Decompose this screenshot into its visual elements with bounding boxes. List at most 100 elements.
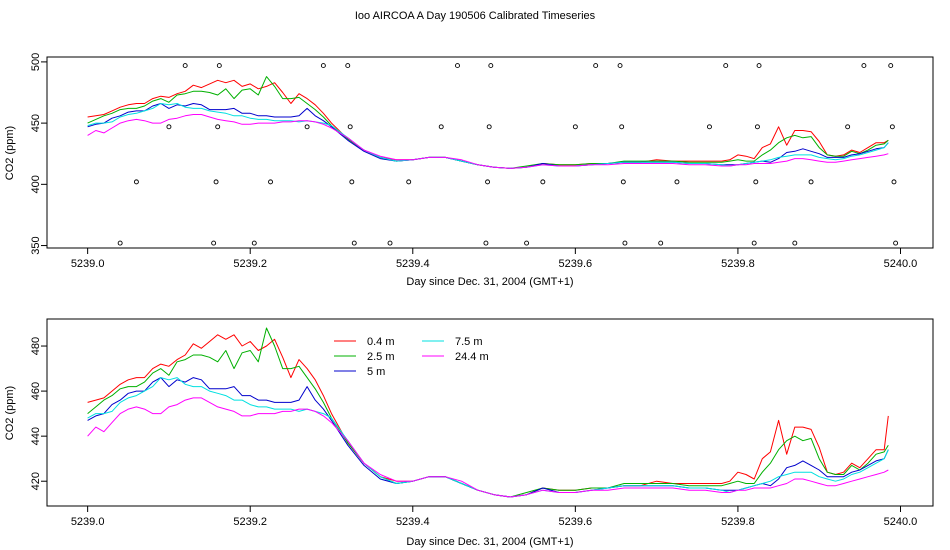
bottom-x-tick-label-2: 5239.4 (396, 516, 430, 528)
bottom-x-tick-label-4: 5239.8 (721, 516, 755, 528)
top-point-16 (387, 240, 393, 246)
top-point-47 (893, 240, 899, 246)
top-point-35 (723, 63, 729, 69)
top-point-11 (320, 63, 326, 69)
top-series-3-line (87, 103, 889, 169)
top-point-28 (617, 63, 623, 69)
top-y-ticks: 350 400 450 500 (30, 53, 47, 255)
top-y-tick-label-3: 500 (30, 53, 42, 71)
top-point-38 (754, 124, 760, 130)
top-point-23 (488, 63, 494, 69)
bottom-y-ticks: 420 440 460 480 (30, 337, 47, 490)
top-point-46 (891, 179, 897, 185)
bottom-y-tick-label-3: 480 (30, 337, 42, 355)
top-point-10 (304, 124, 310, 130)
top-point-7 (216, 63, 222, 69)
top-point-29 (619, 124, 625, 130)
top-point-43 (861, 63, 867, 69)
top-x-axis-label: Day since Dec. 31, 2004 (GMT+1) (406, 276, 573, 288)
top-point-13 (347, 124, 353, 130)
top-x-tick-label-4: 5239.8 (721, 258, 755, 270)
top-point-4 (211, 240, 217, 246)
bottom-series (87, 327, 889, 498)
legend: 0.4 m 2.5 m 5 m 7.5 m 24.4 m (334, 336, 489, 378)
legend-label-2: 5 m (367, 366, 385, 378)
top-point-45 (889, 124, 895, 130)
top-point-20 (483, 240, 489, 246)
top-point-19 (455, 63, 460, 69)
top-point-5 (213, 179, 219, 185)
top-point-27 (593, 63, 599, 69)
legend-item-2: 5 m (334, 366, 385, 378)
bottom-plot-frame (46, 318, 934, 507)
legend-item-1: 2.5 m (334, 351, 395, 363)
top-point-44 (888, 63, 894, 69)
top-point-1 (133, 179, 139, 185)
top-y-tick-label-1: 400 (30, 175, 42, 193)
top-series (87, 76, 889, 169)
bottom-y-tick-label-0: 420 (30, 472, 42, 490)
top-point-9 (268, 179, 273, 185)
bottom-y-tick-label-2: 460 (30, 382, 42, 400)
top-point-8 (251, 240, 257, 246)
legend-item-0: 0.4 m (334, 336, 395, 348)
top-x-tick-label-0: 5239.0 (71, 258, 105, 270)
top-panel: 5239.0 5239.2 5239.4 5239.6 5239.8 5240.0 350… (4, 53, 934, 288)
bottom-y-axis-label: CO2 (ppm) (4, 386, 16, 440)
top-point-41 (808, 179, 814, 185)
legend-item-3: 7.5 m (422, 336, 483, 348)
legend-label-3: 7.5 m (455, 336, 483, 348)
top-points (117, 63, 899, 246)
top-x-ticks: 5239.0 5239.2 5239.4 5239.6 5239.8 5240.0 (71, 248, 918, 270)
top-plot-frame (46, 56, 934, 249)
top-point-42 (845, 124, 851, 130)
bottom-x-axis-label: Day since Dec. 31, 2004 (GMT+1) (406, 536, 573, 548)
top-point-17 (406, 179, 412, 185)
top-point-12 (345, 63, 351, 69)
top-point-2 (166, 124, 172, 130)
bottom-x-tick-label-5: 5240.0 (884, 516, 918, 528)
top-point-40 (792, 240, 798, 246)
top-point-22 (486, 124, 492, 130)
top-series-1-line (87, 76, 889, 169)
top-point-3 (182, 63, 188, 69)
top-point-34 (707, 124, 712, 130)
legend-label-4: 24.4 m (455, 351, 489, 363)
top-point-14 (349, 179, 355, 185)
top-point-32 (658, 240, 664, 246)
top-point-33 (674, 179, 680, 185)
bottom-panel: 5239.0 5239.2 5239.4 5239.6 5239.8 5240.0 420… (4, 318, 934, 548)
top-series-4-line (87, 114, 889, 169)
legend-item-4: 24.4 m (422, 351, 489, 363)
top-point-0 (117, 240, 123, 246)
bottom-x-tick-label-0: 5239.0 (71, 516, 105, 528)
top-x-tick-label-5: 5240.0 (884, 258, 918, 270)
top-x-tick-label-1: 5239.2 (233, 258, 267, 270)
legend-label-1: 2.5 m (367, 351, 395, 363)
top-x-tick-label-3: 5239.6 (559, 258, 593, 270)
bottom-x-tick-label-3: 5239.6 (559, 516, 593, 528)
top-point-39 (756, 63, 762, 69)
bottom-y-tick-label-1: 440 (30, 427, 42, 445)
top-point-24 (524, 240, 530, 246)
bottom-series-3-line (87, 377, 889, 498)
top-y-tick-label-2: 450 (30, 114, 42, 132)
bottom-x-ticks: 5239.0 5239.2 5239.4 5239.6 5239.8 5240.0 (71, 506, 918, 528)
chart-title: Ioo AIRCOA A Day 190506 Calibrated Times… (355, 10, 596, 22)
top-point-18 (438, 124, 444, 130)
legend-label-0: 0.4 m (367, 336, 395, 348)
top-point-15 (351, 240, 357, 246)
top-point-36 (751, 240, 757, 246)
top-y-tick-label-0: 350 (30, 236, 42, 254)
top-point-26 (572, 124, 578, 130)
bottom-series-4-line (87, 397, 889, 498)
top-y-axis-label: CO2 (ppm) (4, 126, 16, 180)
top-point-31 (622, 240, 628, 246)
top-series-2-line (87, 103, 889, 169)
bottom-series-2-line (87, 377, 889, 498)
top-x-tick-label-2: 5239.4 (396, 258, 430, 270)
top-point-30 (620, 179, 626, 185)
top-series-0-line (87, 79, 889, 169)
top-point-6 (215, 124, 221, 130)
